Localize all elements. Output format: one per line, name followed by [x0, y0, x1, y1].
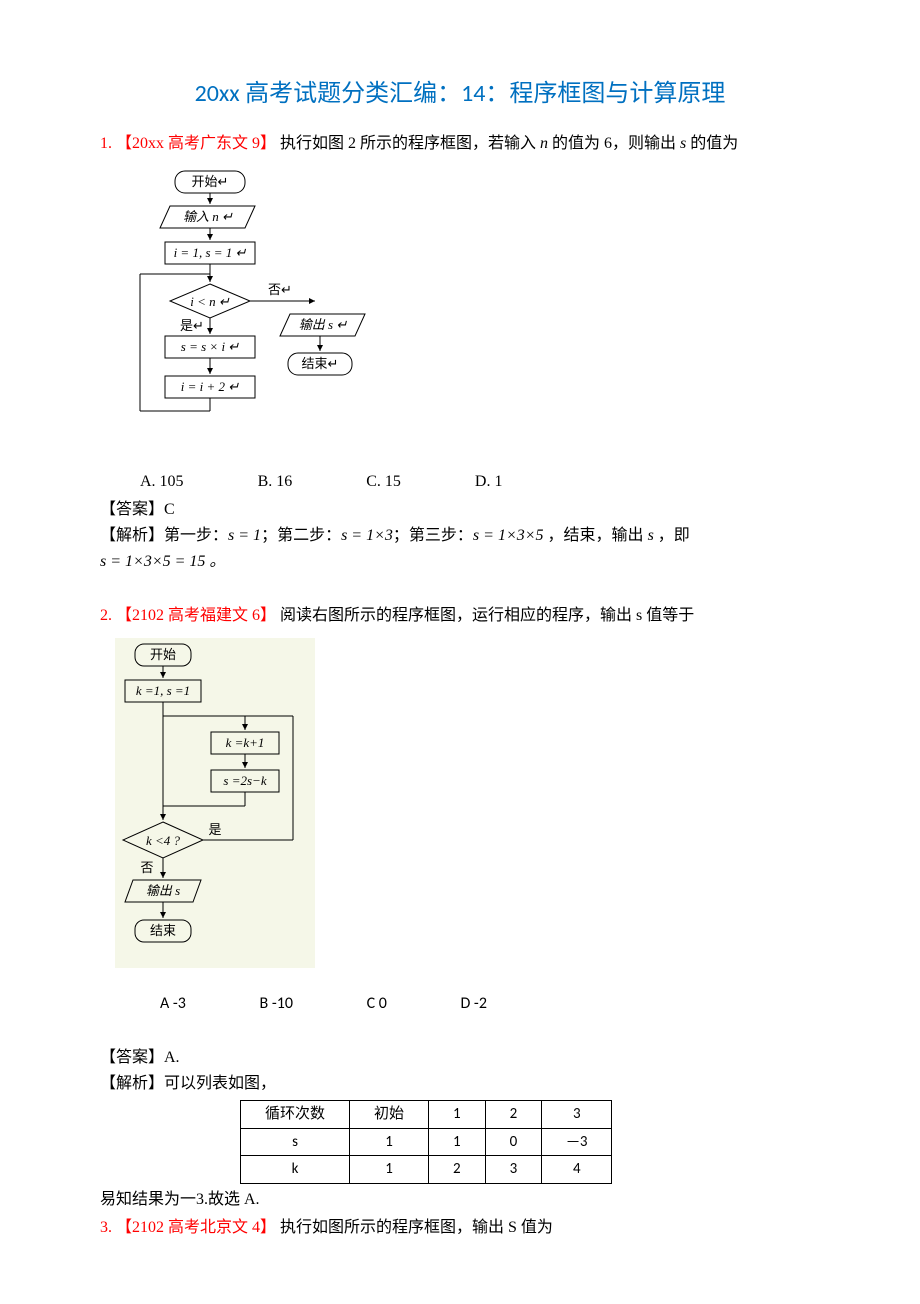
svg-text:是↵: 是↵ [180, 318, 204, 333]
q1-text-c: 的值为 [686, 135, 738, 152]
q1-text-b: 的值为 6，则输出 [548, 135, 680, 152]
r1-1: 1 [350, 1128, 429, 1156]
q3-text: 执行如图所示的程序框图，输出 S 值为 [280, 1219, 553, 1236]
svg-text:输出 s ↵: 输出 s ↵ [299, 317, 348, 332]
th-0: 循环次数 [241, 1101, 350, 1129]
svg-text:是: 是 [208, 822, 221, 837]
q2-option-a: A -3 [160, 994, 186, 1013]
q1-stem: 1. 【20xx 高考广东文 9】 执行如图 2 所示的程序框图，若输入 n 的… [100, 132, 820, 156]
th-1: 初始 [350, 1101, 429, 1129]
q2-trace-table: 循环次数 初始 1 2 3 s 1 1 0 —3 k 1 2 3 4 [240, 1100, 612, 1184]
q2-conclusion: 易知结果为一3.故选 A. [100, 1188, 820, 1212]
q1-flowchart: 开始↵ 输入 n ↵ i = 1, s = 1 ↵ i < n ↵ 否↵ 是↵ … [130, 166, 380, 446]
q1-option-d: D. 1 [475, 473, 503, 490]
svg-text:k <4 ?: k <4 ? [146, 833, 181, 848]
q1-number: 1. [100, 135, 112, 152]
e1d: s = 1×3 [341, 527, 393, 544]
q2-option-c: C 0 [367, 994, 387, 1013]
svg-text:i < n ↵: i < n ↵ [190, 294, 230, 309]
svg-text:结束↵: 结束↵ [302, 356, 339, 371]
svg-text:k =k+1: k =k+1 [226, 735, 265, 750]
e1b: s = 1 [228, 527, 261, 544]
q1-source: 【20xx 高考广东文 9】 [116, 135, 276, 152]
svg-text:k =1, s =1: k =1, s =1 [136, 683, 190, 698]
q1-option-b: B. 16 [258, 473, 293, 490]
r1-3: 0 [485, 1128, 542, 1156]
svg-text:开始: 开始 [150, 647, 176, 662]
q2-number: 2. [100, 607, 112, 624]
svg-text:i = i + 2 ↵: i = i + 2 ↵ [181, 379, 240, 394]
q2-source: 【2102 高考福建文 6】 [116, 607, 276, 624]
q2-answer: 【答案】A. [100, 1046, 820, 1070]
e1e: ；第三步： [393, 527, 473, 544]
q3-number: 3. [100, 1219, 112, 1236]
r1-4: —3 [542, 1128, 612, 1156]
q1-text-a: 执行如图 2 所示的程序框图，若输入 [280, 135, 540, 152]
q2-option-d: D -2 [460, 994, 486, 1013]
r2-3: 3 [485, 1156, 542, 1184]
svg-text:否↵: 否↵ [268, 282, 292, 297]
r2-2: 2 [429, 1156, 486, 1184]
expl-label: 【解析】 [100, 527, 164, 544]
q1-var-n: n [540, 135, 548, 152]
th-2: 1 [429, 1101, 486, 1129]
svg-text:开始↵: 开始↵ [192, 174, 229, 189]
q3-stem: 3. 【2102 高考北京文 4】 执行如图所示的程序框图，输出 S 值为 [100, 1216, 820, 1240]
q2-option-b: B -10 [260, 994, 293, 1013]
e1g: ，结束，输出 [544, 527, 648, 544]
q3-source: 【2102 高考北京文 4】 [116, 1219, 276, 1236]
q1-option-a: A. 105 [140, 473, 184, 490]
q1-options: A. 105 B. 16 C. 15 D. 1 [140, 470, 820, 494]
e1a: 第一步： [164, 527, 228, 544]
table-row: 循环次数 初始 1 2 3 [241, 1101, 612, 1129]
r2-0: k [241, 1156, 350, 1184]
table-row: s 1 1 0 —3 [241, 1128, 612, 1156]
e1f: s = 1×3×5 [473, 527, 544, 544]
q2-options: A -3 B -10 C 0 D -2 [160, 992, 820, 1016]
svg-text:i = 1, s = 1 ↵: i = 1, s = 1 ↵ [174, 245, 247, 260]
svg-text:输出 s: 输出 s [146, 883, 180, 898]
svg-text:输入 n ↵: 输入 n ↵ [183, 209, 233, 224]
q2-flowchart: 开始 k =1, s =1 k =k+1 s =2s−k k <4 ? 是 否 [115, 638, 315, 968]
table-row: k 1 2 3 4 [241, 1156, 612, 1184]
q1-explanation-line2: s = 1×3×5 = 15 。 [100, 550, 820, 574]
e1i: ，即 [654, 527, 690, 544]
svg-text:s = s × i ↵: s = s × i ↵ [181, 339, 240, 354]
q2-explanation: 【解析】可以列表如图， [100, 1072, 820, 1096]
page-title: 20xx 高考试题分类汇编：14：程序框图与计算原理 [100, 76, 820, 112]
q1-answer: 【答案】C [100, 498, 820, 522]
q2-text: 阅读右图所示的程序框图，运行相应的程序，输出 s 值等于 [280, 607, 694, 624]
q1-explanation-line1: 【解析】第一步：s = 1；第二步：s = 1×3；第三步：s = 1×3×5 … [100, 524, 820, 548]
r2-4: 4 [542, 1156, 612, 1184]
svg-text:结束: 结束 [150, 923, 176, 938]
r1-0: s [241, 1128, 350, 1156]
e1c: ；第二步： [261, 527, 341, 544]
r1-2: 1 [429, 1128, 486, 1156]
svg-text:否: 否 [140, 860, 153, 875]
r2-1: 1 [350, 1156, 429, 1184]
svg-text:s =2s−k: s =2s−k [223, 773, 266, 788]
q1-option-c: C. 15 [366, 473, 401, 490]
th-3: 2 [485, 1101, 542, 1129]
th-4: 3 [542, 1101, 612, 1129]
q2-stem: 2. 【2102 高考福建文 6】 阅读右图所示的程序框图，运行相应的程序，输出… [100, 604, 820, 628]
